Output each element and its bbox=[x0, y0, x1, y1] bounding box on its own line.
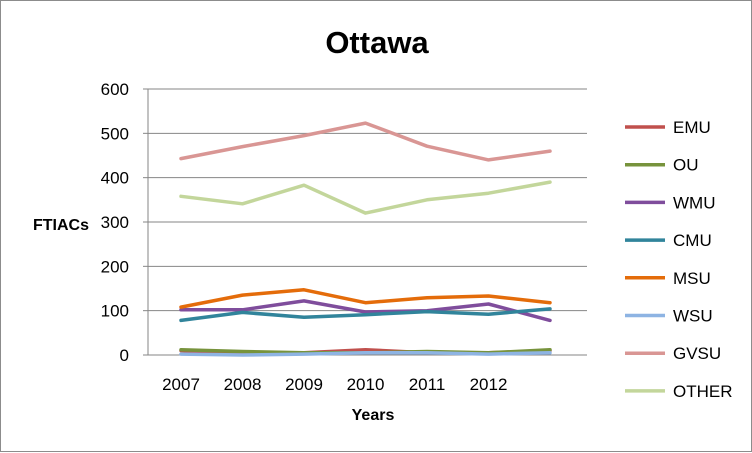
legend-item-ou: OU bbox=[625, 156, 699, 175]
legend-label-gvsu: GVSU bbox=[673, 344, 721, 363]
x-tick-label-2011: 2011 bbox=[409, 375, 446, 394]
y-tick-label-300: 300 bbox=[101, 213, 129, 232]
y-tick-label-200: 200 bbox=[101, 257, 129, 276]
x-tick-label-2008: 2008 bbox=[224, 375, 262, 394]
y-tick-label-100: 100 bbox=[101, 302, 129, 321]
x-tick-label-2010: 2010 bbox=[347, 375, 385, 394]
x-tick-label-2009: 2009 bbox=[285, 375, 323, 394]
legend-label-emu: EMU bbox=[673, 118, 711, 137]
legend-label-wmu: WMU bbox=[673, 193, 715, 212]
legend-item-cmu: CMU bbox=[625, 231, 712, 250]
y-axis-ticks: 0 100 200 300 400 500 600 bbox=[101, 80, 129, 365]
y-tick-label-500: 500 bbox=[101, 124, 129, 143]
series-line-cmu bbox=[179, 307, 552, 323]
series-line-gvsu bbox=[179, 121, 552, 162]
series-line-msu bbox=[179, 288, 552, 309]
legend-label-other: OTHER bbox=[673, 382, 733, 401]
x-axis-label: Years bbox=[352, 407, 395, 424]
legend-label-cmu: CMU bbox=[673, 231, 712, 250]
legend-label-msu: MSU bbox=[673, 269, 711, 288]
legend-item-wsu: WSU bbox=[625, 307, 713, 326]
series-line-other bbox=[179, 180, 552, 215]
x-axis-ticks: 2007 2008 2009 2010 2011 2012 bbox=[162, 375, 507, 394]
y-axis-label: FTIACs bbox=[33, 217, 89, 234]
series-line-wsu bbox=[179, 351, 552, 357]
legend: EMU OU WMU CMU MSU WSU GVSU OTHER bbox=[625, 118, 733, 401]
y-tick-label-400: 400 bbox=[101, 169, 129, 188]
series-lines bbox=[179, 121, 552, 357]
x-tick-label-2012: 2012 bbox=[470, 375, 508, 394]
legend-label-wsu: WSU bbox=[673, 307, 713, 326]
legend-item-msu: MSU bbox=[625, 269, 711, 288]
legend-item-wmu: WMU bbox=[625, 193, 715, 212]
y-tick-label-0: 0 bbox=[120, 346, 129, 365]
y-tick-label-600: 600 bbox=[101, 80, 129, 99]
chart-title: Ottawa bbox=[325, 25, 429, 60]
legend-item-emu: EMU bbox=[625, 118, 711, 137]
legend-label-ou: OU bbox=[673, 156, 699, 175]
x-tick-label-2007: 2007 bbox=[162, 375, 200, 394]
legend-item-gvsu: GVSU bbox=[625, 344, 721, 363]
legend-item-other: OTHER bbox=[625, 382, 733, 401]
series-line-wmu bbox=[179, 299, 552, 323]
